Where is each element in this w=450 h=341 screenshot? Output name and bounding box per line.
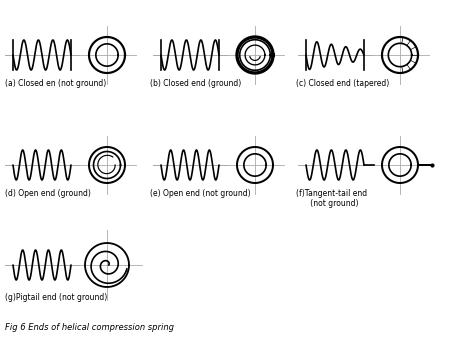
Text: (e) Open end (not ground): (e) Open end (not ground)	[150, 189, 251, 198]
Text: (b) Closed end (ground): (b) Closed end (ground)	[150, 79, 241, 88]
Text: (not ground): (not ground)	[296, 199, 359, 208]
Text: (f)Tangent-tail end: (f)Tangent-tail end	[296, 189, 367, 198]
Text: Fig 6 Ends of helical compression spring: Fig 6 Ends of helical compression spring	[5, 323, 174, 332]
Text: (a) Closed en (not ground): (a) Closed en (not ground)	[5, 79, 106, 88]
Text: (c) Closed end (tapered): (c) Closed end (tapered)	[296, 79, 389, 88]
Text: (g)Pigtail end (not ground): (g)Pigtail end (not ground)	[5, 293, 107, 302]
Text: (d) Open end (ground): (d) Open end (ground)	[5, 189, 91, 198]
